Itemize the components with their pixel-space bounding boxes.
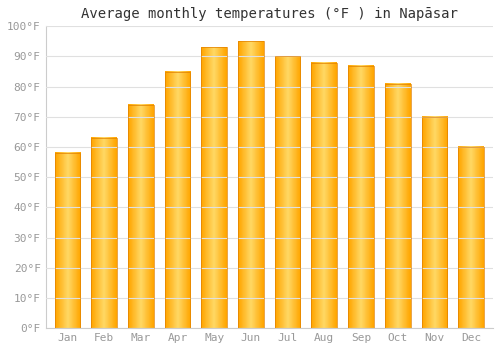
Bar bbox=[128, 105, 154, 328]
Title: Average monthly temperatures (°F ) in Napāsar: Average monthly temperatures (°F ) in Na… bbox=[81, 7, 458, 21]
Bar bbox=[385, 84, 410, 328]
Bar bbox=[312, 63, 337, 328]
Bar bbox=[275, 56, 300, 328]
Bar bbox=[422, 117, 447, 328]
Bar bbox=[458, 147, 484, 328]
Bar bbox=[202, 47, 227, 328]
Bar bbox=[165, 71, 190, 328]
Bar bbox=[54, 153, 80, 328]
Bar bbox=[348, 65, 374, 328]
Bar bbox=[92, 138, 117, 328]
Bar bbox=[238, 41, 264, 328]
